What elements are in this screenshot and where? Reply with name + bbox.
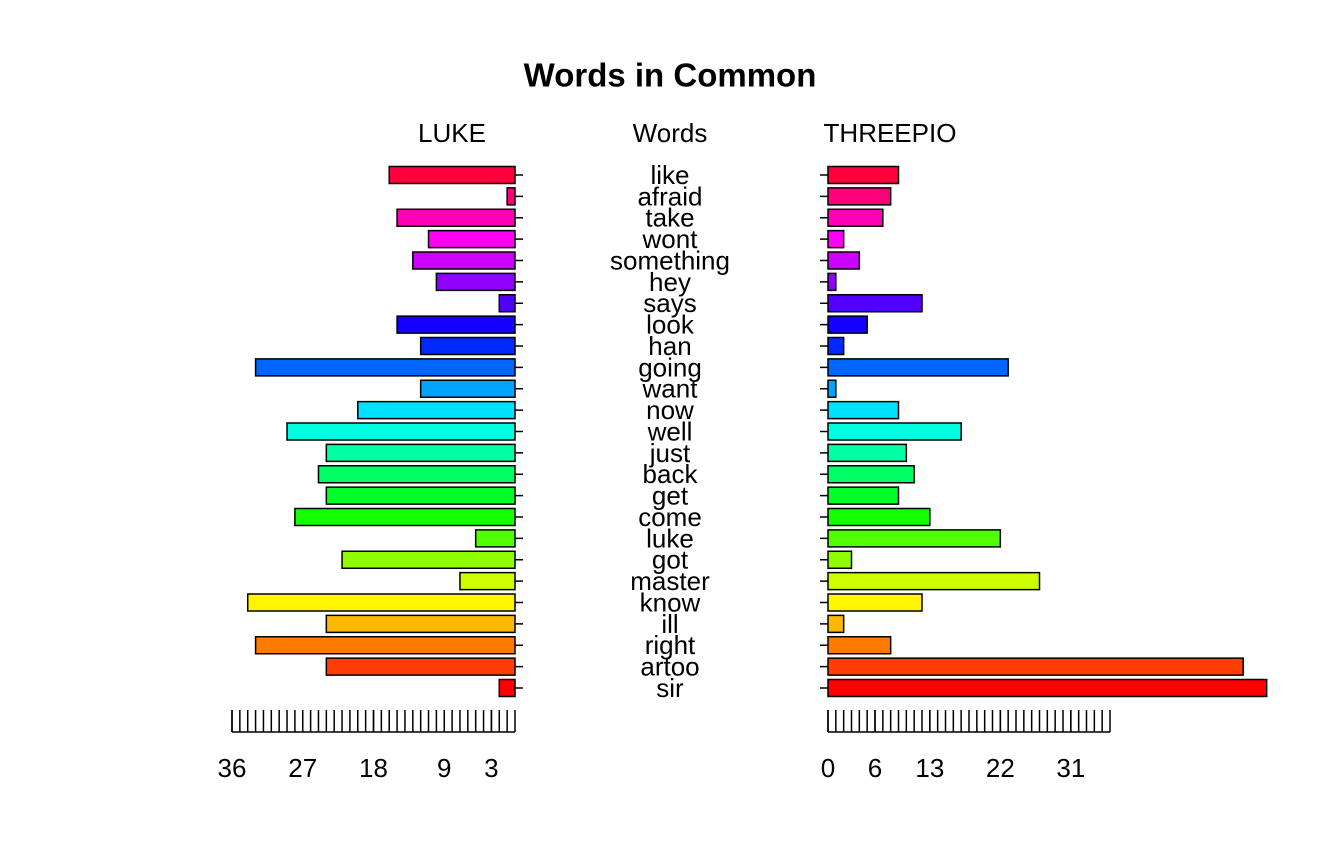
bar bbox=[827, 507, 931, 527]
bar bbox=[827, 272, 837, 292]
bar bbox=[827, 636, 892, 655]
bar bbox=[506, 187, 516, 206]
bar bbox=[827, 165, 900, 185]
bar bbox=[827, 315, 868, 334]
category-label: well bbox=[647, 416, 693, 446]
bar bbox=[827, 379, 837, 398]
bar bbox=[388, 165, 516, 185]
category-label: wont bbox=[642, 224, 699, 254]
category-label: look bbox=[646, 310, 695, 340]
category-label: get bbox=[652, 481, 689, 511]
category-label: got bbox=[652, 545, 689, 575]
bar bbox=[827, 657, 1244, 676]
bar bbox=[435, 272, 516, 292]
bar bbox=[357, 400, 516, 420]
category-label: something bbox=[610, 245, 730, 275]
bar bbox=[325, 657, 516, 676]
bar bbox=[827, 486, 900, 505]
bar bbox=[498, 294, 516, 313]
bar bbox=[474, 529, 516, 548]
category-label: han bbox=[648, 331, 691, 361]
bar bbox=[827, 443, 908, 463]
category-label: sir bbox=[656, 673, 684, 703]
category-label: like bbox=[650, 160, 689, 190]
right-header: THREEPIO bbox=[824, 118, 957, 148]
bar bbox=[419, 379, 516, 398]
bar bbox=[325, 614, 516, 634]
category-label: back bbox=[643, 459, 699, 489]
bar bbox=[827, 614, 845, 634]
category-label: take bbox=[645, 203, 694, 233]
bar bbox=[827, 593, 923, 612]
bar bbox=[325, 443, 516, 463]
bar bbox=[827, 251, 861, 270]
bar bbox=[827, 529, 1002, 548]
bar bbox=[459, 571, 516, 591]
bar bbox=[827, 229, 845, 249]
chart-title: Words in Common bbox=[524, 57, 817, 94]
category-label: hey bbox=[649, 267, 691, 297]
x-tick-label: 18 bbox=[359, 753, 388, 783]
bar bbox=[412, 251, 516, 270]
category-label: come bbox=[638, 502, 702, 532]
bar bbox=[827, 400, 900, 420]
category-label: going bbox=[638, 352, 702, 382]
bar bbox=[419, 336, 516, 356]
bar bbox=[827, 465, 915, 484]
x-tick-label: 6 bbox=[868, 753, 882, 783]
bar bbox=[286, 422, 516, 441]
bar bbox=[827, 550, 853, 569]
bar bbox=[341, 550, 516, 569]
left-header: LUKE bbox=[418, 118, 486, 148]
bar bbox=[254, 636, 516, 655]
bar bbox=[254, 358, 516, 377]
x-tick-label: 9 bbox=[437, 753, 451, 783]
bar bbox=[827, 208, 884, 227]
x-tick-label: 31 bbox=[1056, 753, 1085, 783]
category-label: afraid bbox=[637, 181, 702, 211]
category-label: right bbox=[645, 630, 696, 660]
bar bbox=[827, 358, 1009, 377]
bar bbox=[396, 315, 516, 334]
x-tick-label: 22 bbox=[986, 753, 1015, 783]
category-label: artoo bbox=[640, 652, 699, 682]
category-label: know bbox=[640, 587, 701, 617]
x-tick-label: 3 bbox=[484, 753, 498, 783]
bar bbox=[498, 678, 516, 698]
bar bbox=[427, 229, 516, 249]
category-label: says bbox=[643, 288, 696, 318]
bar bbox=[827, 678, 1268, 698]
category-label: just bbox=[649, 438, 691, 468]
bar bbox=[317, 465, 516, 484]
bar bbox=[325, 486, 516, 505]
category-label: want bbox=[642, 374, 699, 404]
x-tick-label: 0 bbox=[821, 753, 835, 783]
x-tick-label: 13 bbox=[915, 753, 944, 783]
category-label: ill bbox=[661, 609, 678, 639]
x-tick-label: 36 bbox=[218, 753, 247, 783]
category-label: luke bbox=[646, 523, 694, 553]
bar bbox=[246, 593, 516, 612]
bar bbox=[396, 208, 516, 227]
category-label: now bbox=[646, 395, 694, 425]
bar bbox=[827, 571, 1041, 591]
center-header: Words bbox=[633, 118, 708, 148]
bar bbox=[827, 422, 962, 441]
bar bbox=[294, 507, 516, 527]
category-label: master bbox=[630, 566, 710, 596]
x-tick-label: 27 bbox=[288, 753, 317, 783]
bar bbox=[827, 187, 892, 206]
bar bbox=[827, 294, 923, 313]
bar bbox=[827, 336, 845, 356]
